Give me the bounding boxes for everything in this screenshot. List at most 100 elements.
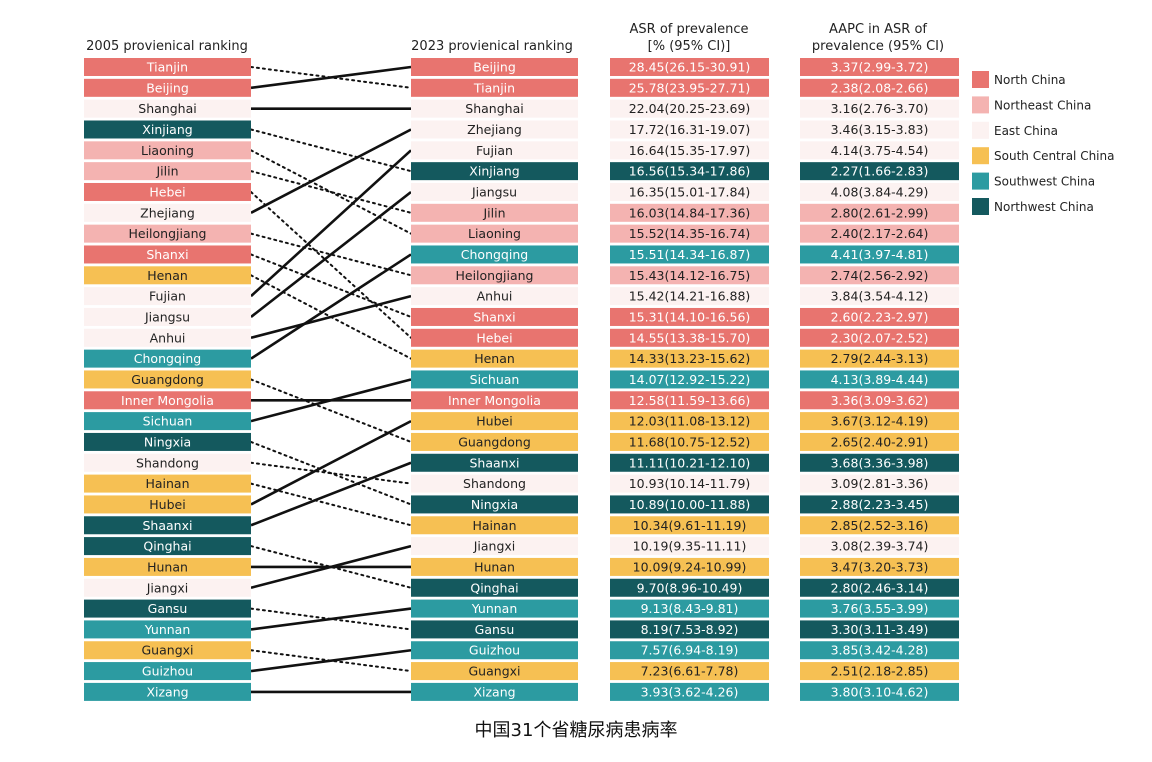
asr-shandong-cell <box>610 474 769 493</box>
asr-xinjiang-label: 16.56(15.34-17.86) <box>629 164 751 179</box>
rank2005-guangxi-cell <box>84 641 251 660</box>
rank2023-qinghai-cell <box>411 578 578 597</box>
rank2023-liaoning-label: Liaoning <box>468 226 521 241</box>
legend-swatch-east-china <box>972 121 989 139</box>
aapc-jiangsu-cell <box>800 182 959 201</box>
rank2005-tianjin-label: Tianjin <box>146 60 188 75</box>
asr-ningxia-cell <box>610 495 769 514</box>
rank2005-chongqing-cell <box>84 349 251 368</box>
asr-xinjiang-cell <box>610 162 769 181</box>
rank2023-jilin-label: Jilin <box>482 205 505 220</box>
asr-jiangxi-label: 10.19(9.35-11.11) <box>633 539 747 554</box>
rank2005-hunan-cell <box>84 557 251 576</box>
column-2023: Beijing Tianjin Shanghai Zhejiang Fujian Xinj… <box>411 58 578 701</box>
asr-tianjin-label: 25.78(23.95-27.71) <box>629 80 751 95</box>
rank2023-yunnan-label: Yunnan <box>471 601 518 616</box>
rank2023-guangxi-label: Guangxi <box>469 664 521 679</box>
legend-label-south-central-china: South Central China <box>994 149 1114 163</box>
legend-label-southwest-china: Southwest China <box>994 175 1095 189</box>
aapc-shaanxi-label: 3.68(3.36-3.98) <box>831 455 929 470</box>
asr-anhui-label: 15.42(14.21-16.88) <box>629 289 751 304</box>
rank2023-hebei-cell <box>411 328 578 347</box>
legend: North China Northeast China East China Sout… <box>972 71 1114 215</box>
aapc-fujian-label: 4.14(3.75-4.54) <box>831 143 929 158</box>
rank2005-shanxi-label: Shanxi <box>146 247 188 262</box>
rank2023-shanghai-cell <box>411 99 578 118</box>
rank2005-guizhou-cell <box>84 662 251 681</box>
connector-yunnan <box>250 607 412 631</box>
aapc-xinjiang-cell <box>800 162 959 181</box>
connector-jiangxi <box>250 544 412 590</box>
asr-chongqing-label: 15.51(14.34-16.87) <box>629 247 751 262</box>
asr-yunnan-cell <box>610 599 769 618</box>
rank2005-hainan-cell <box>84 474 251 493</box>
asr-sichuan-cell <box>610 370 769 389</box>
rank2005-inner-mongolia-label: Inner Mongolia <box>121 393 214 408</box>
aapc-sichuan-label: 4.13(3.89-4.44) <box>831 372 929 387</box>
aapc-jilin-label: 2.80(2.61-2.99) <box>831 205 929 220</box>
rank2023-guizhou-label: Guizhou <box>469 643 520 658</box>
aapc-shanghai-label: 3.16(2.76-3.70) <box>831 101 929 116</box>
aapc-shandong-label: 3.09(2.81-3.36) <box>831 476 929 491</box>
asr-shaanxi-label: 11.11(10.21-12.10) <box>629 455 751 470</box>
rank2023-jiangxi-label: Jiangxi <box>473 539 516 554</box>
rank2023-henan-label: Henan <box>474 351 515 366</box>
rank2023-fujian-cell <box>411 141 578 160</box>
aapc-shanxi-cell <box>800 307 959 326</box>
column-2005: Tianjin Beijing Shanghai Xinjiang Liaoning Ji… <box>84 58 251 701</box>
aapc-hubei-label: 3.67(3.12-4.19) <box>831 414 929 429</box>
aapc-shandong-cell <box>800 474 959 493</box>
asr-shanghai-label: 22.04(20.25-23.69) <box>629 101 751 116</box>
aapc-tianjin-label: 2.38(2.08-2.66) <box>831 80 929 95</box>
aapc-qinghai-cell <box>800 578 959 597</box>
header-asr-line2: [% (95% CI)] <box>648 39 731 54</box>
rank2005-hunan-label: Hunan <box>147 559 188 574</box>
legend-label-northeast-china: Northeast China <box>994 98 1091 112</box>
rank2005-anhui-cell <box>84 328 251 347</box>
aapc-hubei-cell <box>800 412 959 431</box>
rank2005-shandong-label: Shandong <box>136 455 199 470</box>
rank2005-zhejiang-cell <box>84 203 251 222</box>
aapc-guizhou-label: 3.85(3.42-4.28) <box>831 643 929 658</box>
aapc-ningxia-label: 2.88(2.23-3.45) <box>831 497 929 512</box>
rank2023-xinjiang-label: Xinjiang <box>469 164 519 179</box>
connector-qinghai <box>250 545 412 589</box>
asr-beijing-label: 28.45(26.15-30.91) <box>629 60 751 75</box>
rank2005-henan-cell <box>84 266 251 285</box>
aapc-chongqing-cell <box>800 245 959 264</box>
aapc-gansu-label: 3.30(3.11-3.49) <box>831 622 929 637</box>
column-aapc: 3.37(2.99-3.72) 2.38(2.08-2.66) 3.16(2.76-… <box>800 58 959 701</box>
asr-hebei-cell <box>610 328 769 347</box>
rank2023-beijing-label: Beijing <box>473 60 516 75</box>
rank2005-jiangxi-label: Jiangxi <box>146 580 189 595</box>
rank2005-shanxi-cell <box>84 245 251 264</box>
asr-guizhou-label: 7.57(6.94-8.19) <box>641 643 739 658</box>
rank2023-shandong-label: Shandong <box>463 476 526 491</box>
rank2023-jiangsu-cell <box>411 182 578 201</box>
rank2005-jiangsu-cell <box>84 307 251 326</box>
aapc-hunan-cell <box>800 557 959 576</box>
asr-inner-mongolia-label: 12.58(11.59-13.66) <box>629 393 751 408</box>
rank2005-henan-label: Henan <box>147 268 188 283</box>
rank2023-shanghai-label: Shanghai <box>465 101 523 116</box>
rank2005-shanghai-label: Shanghai <box>138 101 196 116</box>
asr-zhejiang-label: 17.72(16.31-19.07) <box>629 122 751 137</box>
rank2023-chongqing-cell <box>411 245 578 264</box>
rank2005-hubei-label: Hubei <box>149 497 185 512</box>
rank2023-chongqing-label: Chongqing <box>461 247 528 262</box>
rank2023-tianjin-cell <box>411 78 578 97</box>
asr-shandong-label: 10.93(10.14-11.79) <box>629 476 751 491</box>
rank2023-hubei-cell <box>411 412 578 431</box>
aapc-yunnan-label: 3.76(3.55-3.99) <box>831 601 929 616</box>
aapc-chongqing-label: 4.41(3.97-4.81) <box>831 247 929 262</box>
rank2023-anhui-cell <box>411 287 578 306</box>
header-aapc-line2: prevalence (95% CI) <box>812 39 944 54</box>
asr-guangdong-cell <box>610 432 769 451</box>
aapc-shanghai-cell <box>800 99 959 118</box>
connector-shandong <box>250 461 412 485</box>
rank2005-xizang-label: Xizang <box>146 684 188 699</box>
connector-guangdong <box>250 378 412 443</box>
aapc-jiangsu-label: 4.08(3.84-4.29) <box>831 184 929 199</box>
asr-hebei-label: 14.55(13.38-15.70) <box>629 330 751 345</box>
connector-guizhou <box>250 648 412 673</box>
